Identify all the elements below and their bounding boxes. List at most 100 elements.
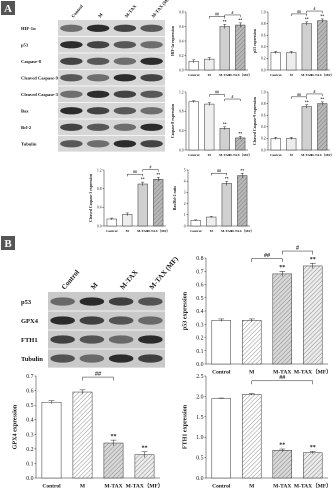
significance-label: ** xyxy=(110,434,116,440)
bar xyxy=(272,450,292,479)
x-tick-label: M-TAX xyxy=(301,153,313,157)
significance-label: ** xyxy=(240,169,244,173)
comparison-bracket xyxy=(209,94,225,97)
blot-band xyxy=(79,335,105,344)
bar xyxy=(153,179,164,227)
blot-band xyxy=(113,107,137,115)
y-axis-label: Caspase-8 expression xyxy=(171,103,175,138)
y-tick-label: 0.6 xyxy=(261,113,266,117)
blot-band xyxy=(140,24,163,32)
blot-row-label: Tubulin xyxy=(21,356,43,363)
x-tick-label: M-TAX xyxy=(301,73,313,77)
blot-row-label: p53 xyxy=(21,42,29,47)
blot-band xyxy=(86,90,110,98)
blot-row-label: Cleaved Caspase-9 xyxy=(21,75,59,80)
significance-label: ** xyxy=(310,257,316,263)
comparison-bracket xyxy=(211,173,227,176)
comparison-label: # xyxy=(232,95,234,99)
blot-band xyxy=(113,41,137,49)
x-tick-label: M-TAX xyxy=(221,229,233,233)
blot-band xyxy=(108,316,134,325)
y-tick-label: 0.3 xyxy=(196,322,203,328)
significance-label: ** xyxy=(305,17,309,21)
blot-row-label: HIF-1α xyxy=(21,26,36,31)
blot-band xyxy=(140,57,163,65)
comparison-bracket xyxy=(306,93,323,97)
y-tick-label: 0.1 xyxy=(26,461,33,467)
y-axis-label: GPX4 expression xyxy=(12,404,18,449)
y-tick-label: 0.4 xyxy=(26,418,33,424)
blot-band xyxy=(113,140,137,148)
comparison-label: # xyxy=(314,7,316,11)
bar xyxy=(272,273,292,365)
blot-column-label: M-TAX (MF) xyxy=(148,255,181,292)
x-tick-label: M-TAX xyxy=(219,73,231,77)
y-tick-label: 0.6 xyxy=(196,283,203,289)
blot-band xyxy=(86,41,110,49)
blot-band xyxy=(86,140,110,148)
comparison-bracket xyxy=(251,258,283,262)
bar xyxy=(211,320,231,365)
y-tick-label: 0.7 xyxy=(196,269,203,275)
blot-band xyxy=(79,354,105,363)
bar xyxy=(190,220,201,227)
y-tick-label: 0.0 xyxy=(26,476,33,482)
y-tick-label: 0.0 xyxy=(196,362,203,368)
blot-band xyxy=(60,74,83,82)
blot-band xyxy=(79,316,105,325)
significance-label: ** xyxy=(279,443,285,449)
significance-label: ** xyxy=(223,122,227,126)
x-tick-label: M xyxy=(249,369,255,375)
y-tick-label: 0.5 xyxy=(196,456,203,462)
comparison-bracket xyxy=(142,169,159,172)
bar xyxy=(303,265,323,365)
blot-band xyxy=(108,297,134,306)
blot-band xyxy=(113,57,137,65)
blot-band xyxy=(86,107,110,115)
y-axis-label: p53 expression xyxy=(253,28,257,53)
y-tick-label: 1.2 xyxy=(179,90,184,94)
y-tick-label: 0.2 xyxy=(196,336,203,342)
x-tick-label: M-TAX xyxy=(137,229,149,233)
y-tick-label: 0.4 xyxy=(179,129,184,133)
y-tick-label: 1.0 xyxy=(196,435,203,441)
y-tick-label: 0.8 xyxy=(261,22,266,26)
blot-column-label: M-TAX xyxy=(124,3,138,18)
blot-column-label: Control xyxy=(70,3,84,18)
x-tick-label: M xyxy=(126,229,130,233)
y-tick-label: 4 xyxy=(184,179,186,183)
x-tick-label: M-TAX（MF） xyxy=(311,152,334,157)
x-tick-label: M-TAX xyxy=(104,483,122,489)
y-tick-label: 2.5 xyxy=(196,374,203,380)
blot-band xyxy=(79,297,105,306)
bar xyxy=(134,454,155,479)
bar xyxy=(211,398,231,479)
y-tick-label: 0.2 xyxy=(26,447,33,453)
x-tick-label: M xyxy=(210,229,214,233)
blot-row-label: FTH1 xyxy=(21,337,38,344)
bar xyxy=(301,106,312,151)
y-tick-label: 2.0 xyxy=(196,394,203,400)
y-tick-label: 5 xyxy=(184,168,186,172)
comparison-label: ## xyxy=(297,10,301,14)
y-tick-label: 0.6 xyxy=(26,389,33,395)
panel-label-box xyxy=(1,1,15,15)
bar xyxy=(204,58,215,71)
y-tick-label: 0.0 xyxy=(261,68,266,72)
blot-row-label: GPX4 xyxy=(21,318,39,325)
significance-label: ** xyxy=(225,177,229,181)
bar xyxy=(235,24,246,71)
blot-band xyxy=(86,74,110,82)
x-tick-label: Control xyxy=(106,229,117,233)
bar xyxy=(270,138,281,151)
x-tick-label: M-TAX（MF） xyxy=(229,72,252,77)
y-tick-label: 2 xyxy=(184,202,186,206)
blot-band xyxy=(50,354,75,363)
y-tick-label: 0.2 xyxy=(179,54,184,58)
blot-band xyxy=(113,74,137,82)
y-tick-label: 0.0 xyxy=(196,476,203,482)
blot-band xyxy=(60,24,83,32)
y-tick-label: 0.0 xyxy=(179,68,184,72)
blot-row-label: Caspase-8 xyxy=(21,59,42,64)
comparison-label: ## xyxy=(217,169,221,173)
